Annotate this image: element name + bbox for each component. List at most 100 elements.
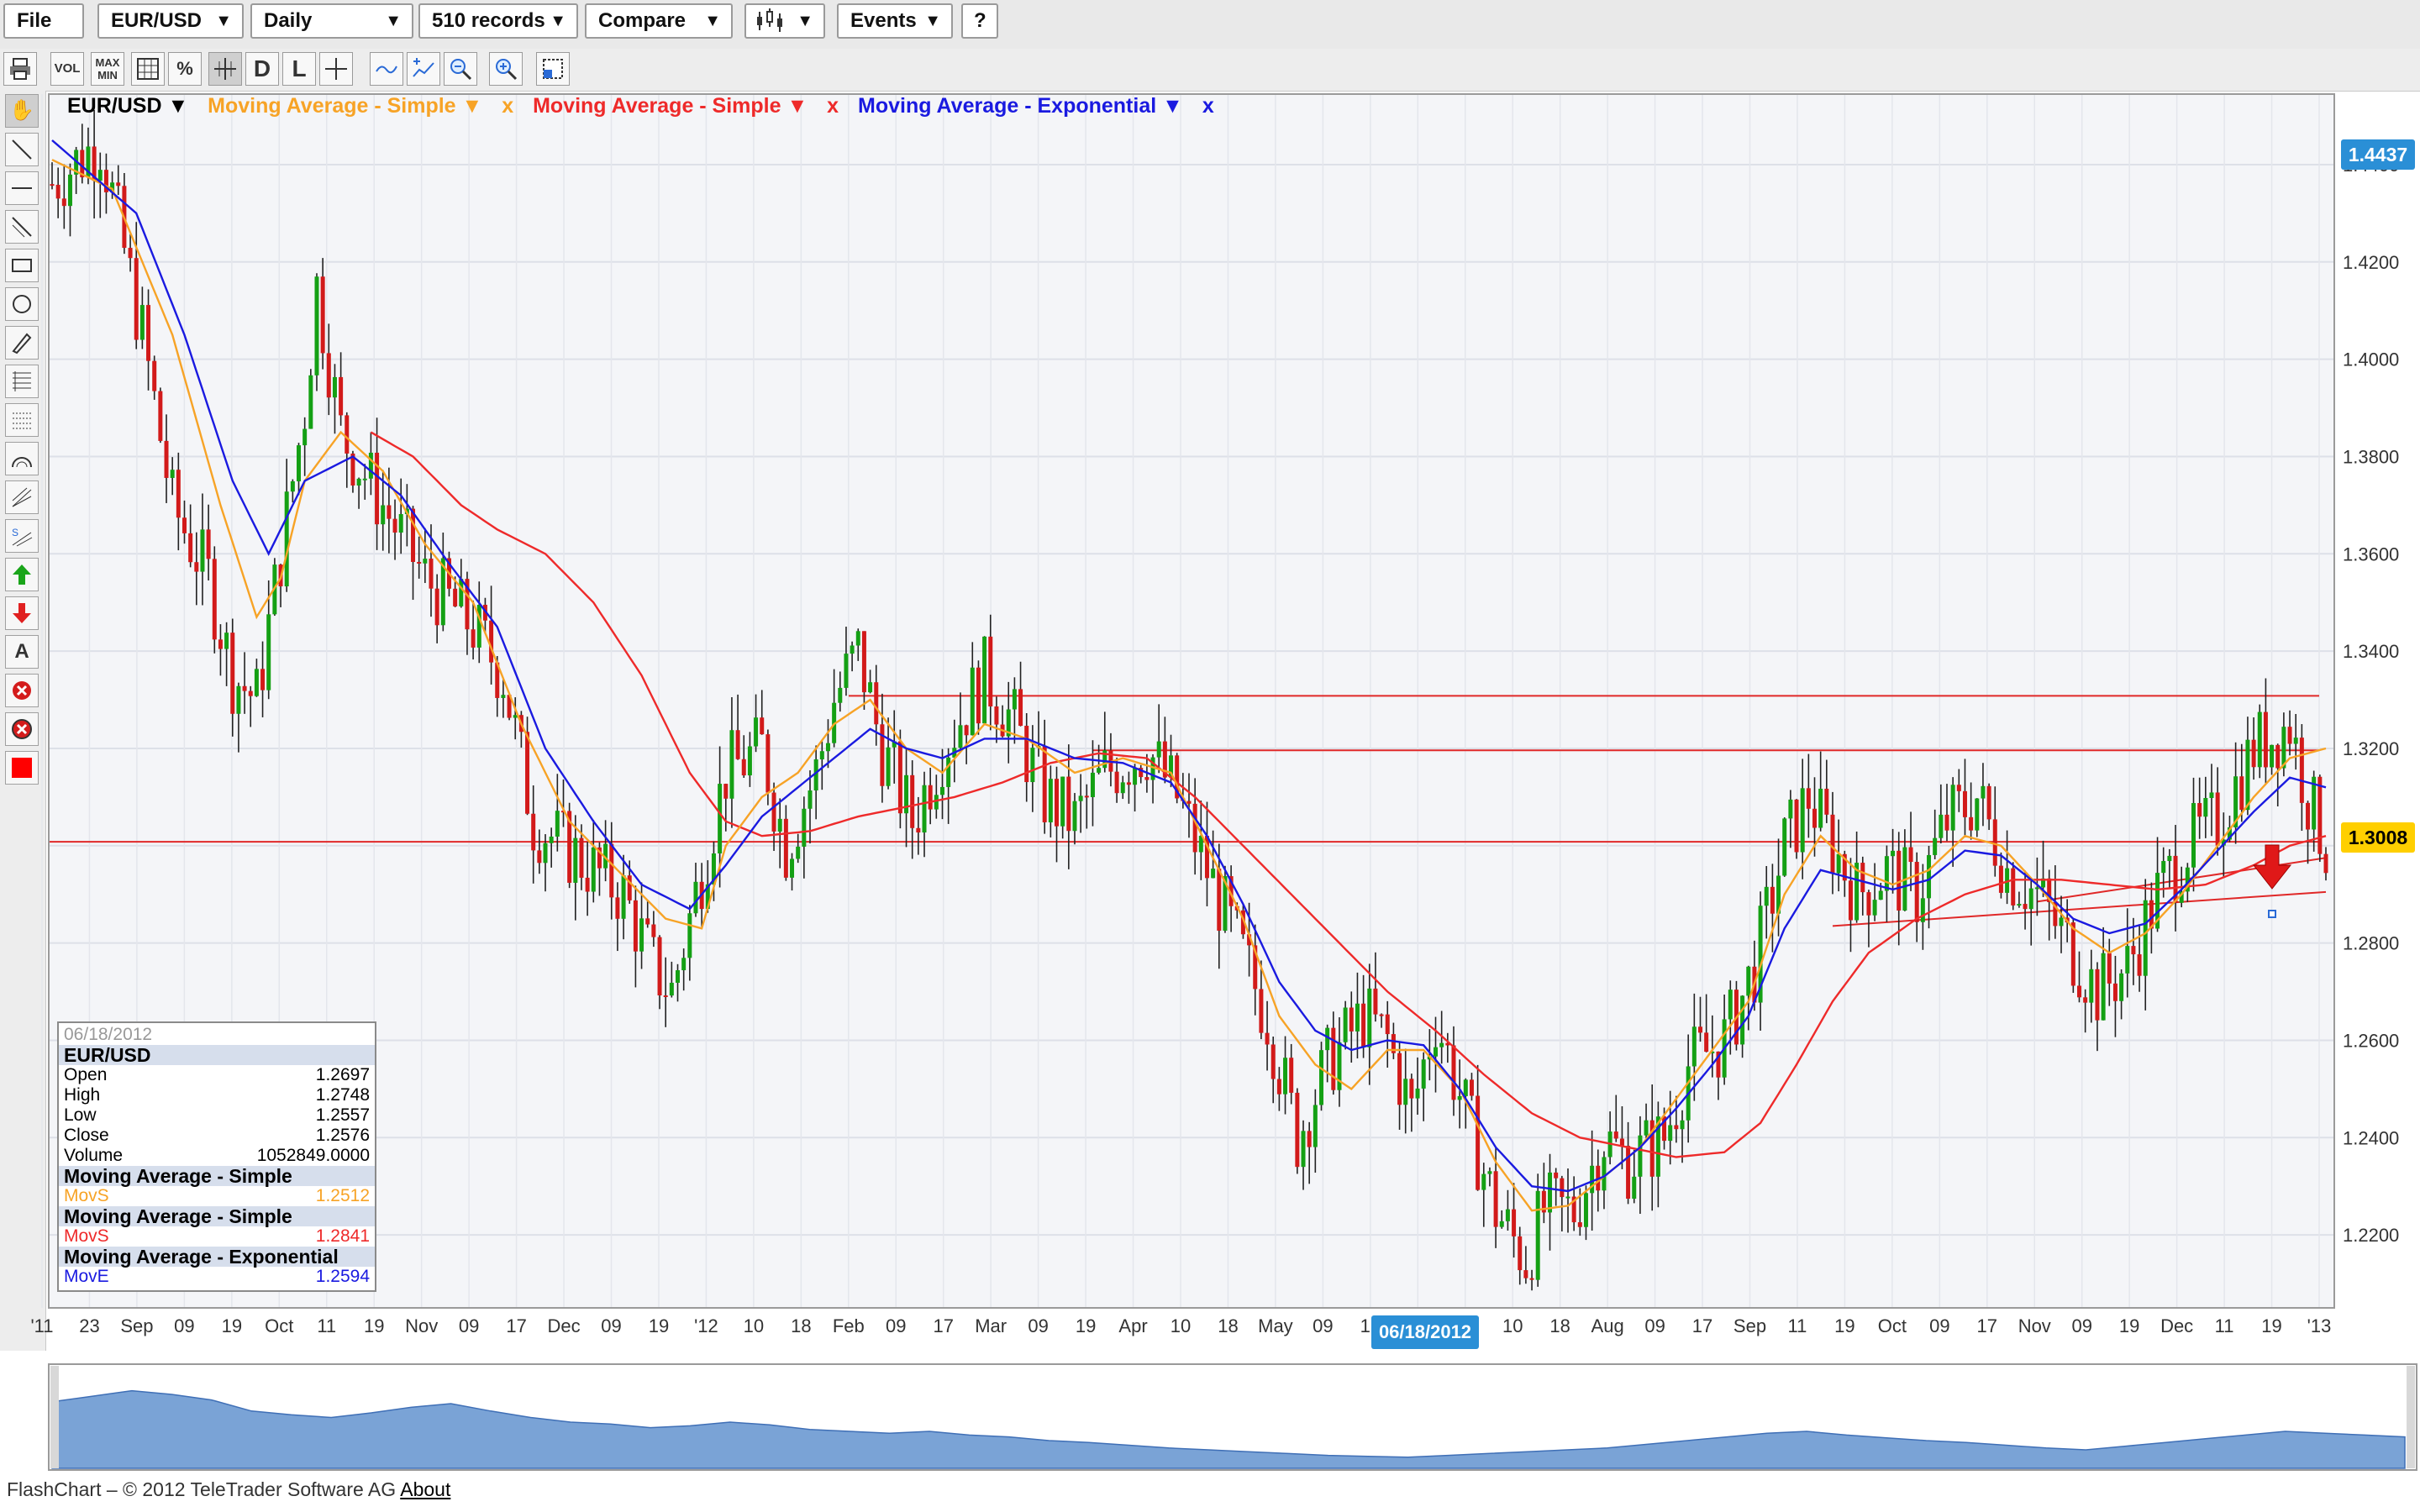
- hand-icon: ✋: [9, 99, 34, 122]
- pan-tool-button[interactable]: ✋: [5, 94, 39, 128]
- candle-body: [1746, 966, 1751, 996]
- candle-body: [1318, 1050, 1323, 1105]
- candle-body: [1836, 853, 1841, 874]
- candle-body: [1632, 1176, 1637, 1200]
- candle-body: [1535, 1190, 1540, 1280]
- circle-icon: [13, 295, 31, 313]
- grid-toggle-button[interactable]: [131, 52, 165, 86]
- candle-body: [1060, 776, 1065, 827]
- candle-body: [1981, 785, 1986, 799]
- candle-body: [1144, 777, 1150, 780]
- zoom-out-button[interactable]: [444, 52, 477, 86]
- candle-body: [1337, 1042, 1342, 1090]
- candle-body: [976, 667, 981, 724]
- zoom-fit-button[interactable]: [370, 52, 403, 86]
- add-indicator-button[interactable]: [407, 52, 440, 86]
- annotation-handle[interactable]: [2268, 910, 2276, 918]
- candle-body: [1818, 788, 1823, 828]
- candle-body: [796, 846, 801, 859]
- date-tick-label: 09: [1028, 1315, 1048, 1336]
- channel-tool-button[interactable]: [5, 210, 39, 244]
- remove-ma-simple-2-button[interactable]: x: [827, 94, 839, 118]
- candle-body: [735, 730, 740, 759]
- maxmin-toggle-button[interactable]: MAX MIN: [91, 52, 124, 86]
- candle-body: [1169, 755, 1174, 778]
- candle-body: [579, 837, 584, 878]
- candle-body: [1150, 757, 1155, 780]
- volume-toggle-button[interactable]: VOL: [50, 52, 84, 86]
- date-axis: '11 23 Sep 09 19 Oct 11 19 Nov 09 17 Dec 09 19 '12 10 18…: [30, 1315, 2331, 1336]
- candle-body: [471, 629, 476, 648]
- legend-ma-simple-2[interactable]: Moving Average - Simple ▼: [533, 94, 808, 118]
- candle-body: [1794, 799, 1799, 853]
- candle-body: [2083, 997, 2088, 1003]
- wave-icon: [376, 66, 397, 74]
- candle-body: [1018, 689, 1023, 727]
- rectangle-tool-button[interactable]: [5, 249, 39, 282]
- ellipse-tool-button[interactable]: [5, 287, 39, 321]
- crosshair-info-box[interactable]: 06/18/2012 EUR/USD Open 1.2697 High 1.2748…: [57, 1021, 376, 1292]
- fan-tool-button[interactable]: [5, 480, 39, 514]
- sell-arrow-annotation[interactable]: [2252, 844, 2292, 918]
- cross-tool-button[interactable]: [319, 52, 353, 86]
- speed-tool-button[interactable]: S: [5, 519, 39, 553]
- candle-body: [417, 561, 422, 564]
- delete-all-tool-button[interactable]: [5, 712, 39, 746]
- interval-select[interactable]: Daily ▼: [250, 3, 413, 39]
- date-tick-label: Sep: [120, 1315, 153, 1336]
- candle-body: [916, 827, 921, 833]
- delete-tool-button[interactable]: [5, 674, 39, 707]
- file-menu-button[interactable]: File: [3, 3, 84, 39]
- line-tool-button[interactable]: [5, 133, 39, 166]
- candle-body: [555, 811, 560, 837]
- compare-select[interactable]: Compare ▼: [585, 3, 733, 39]
- candle-body: [663, 995, 668, 997]
- date-tick-label: Mar: [975, 1315, 1007, 1336]
- date-tick-label: Feb: [833, 1315, 865, 1336]
- about-link[interactable]: About: [400, 1478, 451, 1500]
- arrow-up-tool-button[interactable]: [5, 558, 39, 591]
- legend-ma-simple-1[interactable]: Moving Average - Simple ▼: [208, 94, 483, 118]
- percent-toggle-button[interactable]: %: [168, 52, 202, 86]
- candle-body: [723, 784, 729, 799]
- color-picker-button[interactable]: [5, 751, 39, 785]
- print-button[interactable]: [3, 52, 37, 86]
- candle-body: [182, 517, 187, 533]
- overview-left-handle[interactable]: [50, 1366, 59, 1468]
- candle-body: [808, 790, 813, 809]
- chart-type-select[interactable]: ▼: [744, 3, 825, 39]
- hline-tool-button[interactable]: [5, 171, 39, 205]
- records-select[interactable]: 510 records ▼: [418, 3, 578, 39]
- remove-ma-simple-1-button[interactable]: x: [502, 94, 514, 118]
- candle-body: [284, 491, 289, 587]
- d-toggle-button[interactable]: D: [245, 52, 279, 86]
- info-ma2-title: Moving Average - Simple: [64, 1205, 292, 1227]
- zoom-in-button[interactable]: [489, 52, 523, 86]
- channel-icon: [12, 217, 32, 238]
- l-toggle-button[interactable]: L: [282, 52, 316, 86]
- crosshair-toggle-button[interactable]: [208, 52, 242, 86]
- fibonacci-tool-button[interactable]: [5, 365, 39, 398]
- help-button[interactable]: ?: [961, 3, 998, 39]
- candle-body: [1691, 1026, 1697, 1067]
- speed-lines-icon: S: [12, 527, 33, 547]
- legend-symbol[interactable]: EUR/USD ▼: [67, 94, 189, 118]
- candle-body: [2270, 744, 2275, 768]
- levels-tool-button[interactable]: [5, 403, 39, 437]
- export-button[interactable]: [536, 52, 570, 86]
- candle-body: [1626, 1146, 1631, 1200]
- pen-tool-button[interactable]: [5, 326, 39, 360]
- crosshair-icon: [214, 58, 236, 80]
- text-tool-button[interactable]: A: [5, 635, 39, 669]
- arrow-down-tool-button[interactable]: [5, 596, 39, 630]
- arc-tool-button[interactable]: [5, 442, 39, 475]
- overview-right-handle[interactable]: [2407, 1366, 2415, 1468]
- remove-ma-exponential-button[interactable]: x: [1202, 94, 1214, 118]
- symbol-select[interactable]: EUR/USD ▼: [97, 3, 244, 39]
- candle-body: [2095, 969, 2100, 1021]
- candle-body: [1668, 1125, 1673, 1142]
- events-select[interactable]: Events ▼: [837, 3, 953, 39]
- candle-body: [242, 685, 247, 691]
- legend-ma-exponential[interactable]: Moving Average - Exponential ▼: [858, 94, 1183, 118]
